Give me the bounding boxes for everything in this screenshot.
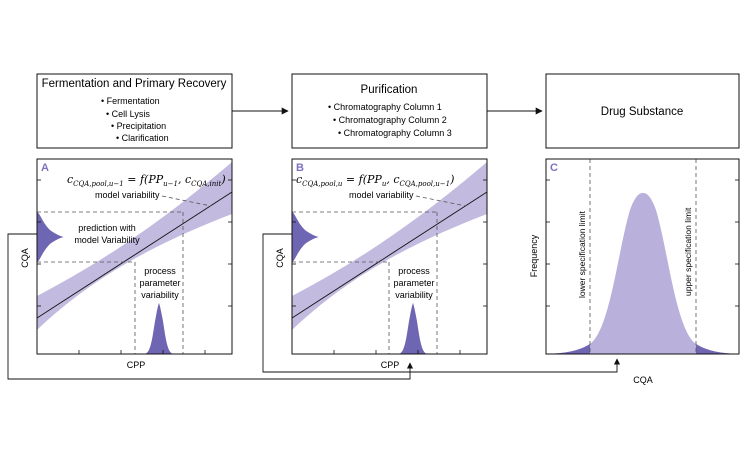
- model-variability-pointer: [415, 195, 467, 207]
- process-parameter-distribution: [145, 303, 173, 354]
- panel-a-xlabel: CPP: [127, 360, 146, 370]
- panel-c-xlabel: CQA: [633, 375, 653, 385]
- box-fermentation-item: • Clarification: [116, 133, 169, 143]
- connector-b-to-c: [262, 233, 621, 373]
- panel-b-process-line1: process: [398, 266, 430, 276]
- box-purification: Purification • Chromatography Column 1 •…: [291, 73, 488, 149]
- regression-line: [37, 191, 232, 319]
- panel-b-process-line3: variability: [395, 290, 433, 300]
- panel-a-equation: cCQA,pool,u−1 = f(PPu−1, cCQA,init): [67, 173, 226, 188]
- panel-a-prediction-line2: model Variability: [74, 235, 140, 245]
- panel-b-process-line2: parameter: [393, 278, 434, 288]
- box-fermentation-item: • Fermentation: [101, 96, 160, 106]
- panel-a-prediction-line1: prediction with: [78, 223, 136, 233]
- regression-line: [292, 191, 487, 319]
- box-purification-item: • Chromatography Column 1: [328, 102, 442, 112]
- panel-b-equation: cCQA,pool,u = f(PPu, cCQA,pool,u−1): [296, 173, 454, 188]
- prediction-distribution: [292, 212, 319, 262]
- panel-b-letter: B: [296, 162, 304, 174]
- cqa-distribution: [546, 193, 739, 354]
- box-fermentation: Fermentation and Primary Recovery • Ferm…: [36, 73, 233, 149]
- panel-a: A cCQA,pool,u−1 = f(PPu−1, cCQA,init) mo…: [20, 158, 233, 370]
- panel-a-ylabel: CQA: [20, 248, 30, 268]
- panel-c-ylabel: Frequency: [529, 234, 539, 277]
- model-variability-band: [37, 162, 232, 330]
- box-drug-substance-title: Drug Substance: [601, 106, 683, 118]
- panel-c-frame: [545, 158, 740, 355]
- panel-c-letter: C: [550, 162, 558, 174]
- panel-c-lower-limit-label: lower specification limit: [577, 210, 587, 298]
- panel-c-upper-limit-label: upper specification limit: [683, 207, 693, 296]
- panel-a-process-line3: variability: [141, 290, 179, 300]
- box-purification-title: Purification: [361, 84, 418, 96]
- model-variability-pointer: [161, 195, 212, 207]
- panel-b-model-variability-label: model variability: [349, 190, 414, 200]
- model-variability-band: [292, 162, 487, 330]
- box-purification-item: • Chromatography Column 3: [338, 128, 452, 138]
- connector-a-to-b: [7, 233, 414, 380]
- panel-b-frame: [291, 158, 488, 355]
- panel-a-ticks: [37, 179, 232, 354]
- box-drug-substance: Drug Substance: [545, 73, 740, 149]
- panel-a-model-variability-label: model variability: [95, 190, 160, 200]
- box-purification-item: • Chromatography Column 2: [333, 115, 447, 125]
- panel-a-process-line2: parameter: [139, 278, 180, 288]
- process-parameter-distribution: [399, 303, 427, 354]
- lower-tail-out-of-spec: [546, 344, 590, 354]
- panel-b-ylabel: CQA: [275, 248, 285, 268]
- panel-a-letter: A: [41, 162, 49, 174]
- panel-b-xlabel: CPP: [381, 360, 400, 370]
- box-fermentation-item: • Cell Lysis: [106, 109, 150, 119]
- box-fermentation-item: • Precipitation: [111, 121, 166, 131]
- panel-a-process-line1: process: [144, 266, 176, 276]
- panel-b: B cCQA,pool,u = f(PPu, cCQA,pool,u−1) mo…: [275, 158, 488, 370]
- panel-c-ticks: [546, 179, 739, 307]
- box-fermentation-title: Fermentation and Primary Recovery: [42, 78, 227, 90]
- panel-a-frame: [36, 158, 233, 355]
- panel-b-ticks: [292, 179, 487, 354]
- upper-tail-out-of-spec: [696, 344, 739, 354]
- prediction-distribution: [37, 212, 64, 262]
- panel-c: C lower specification limit upper specif…: [529, 158, 740, 385]
